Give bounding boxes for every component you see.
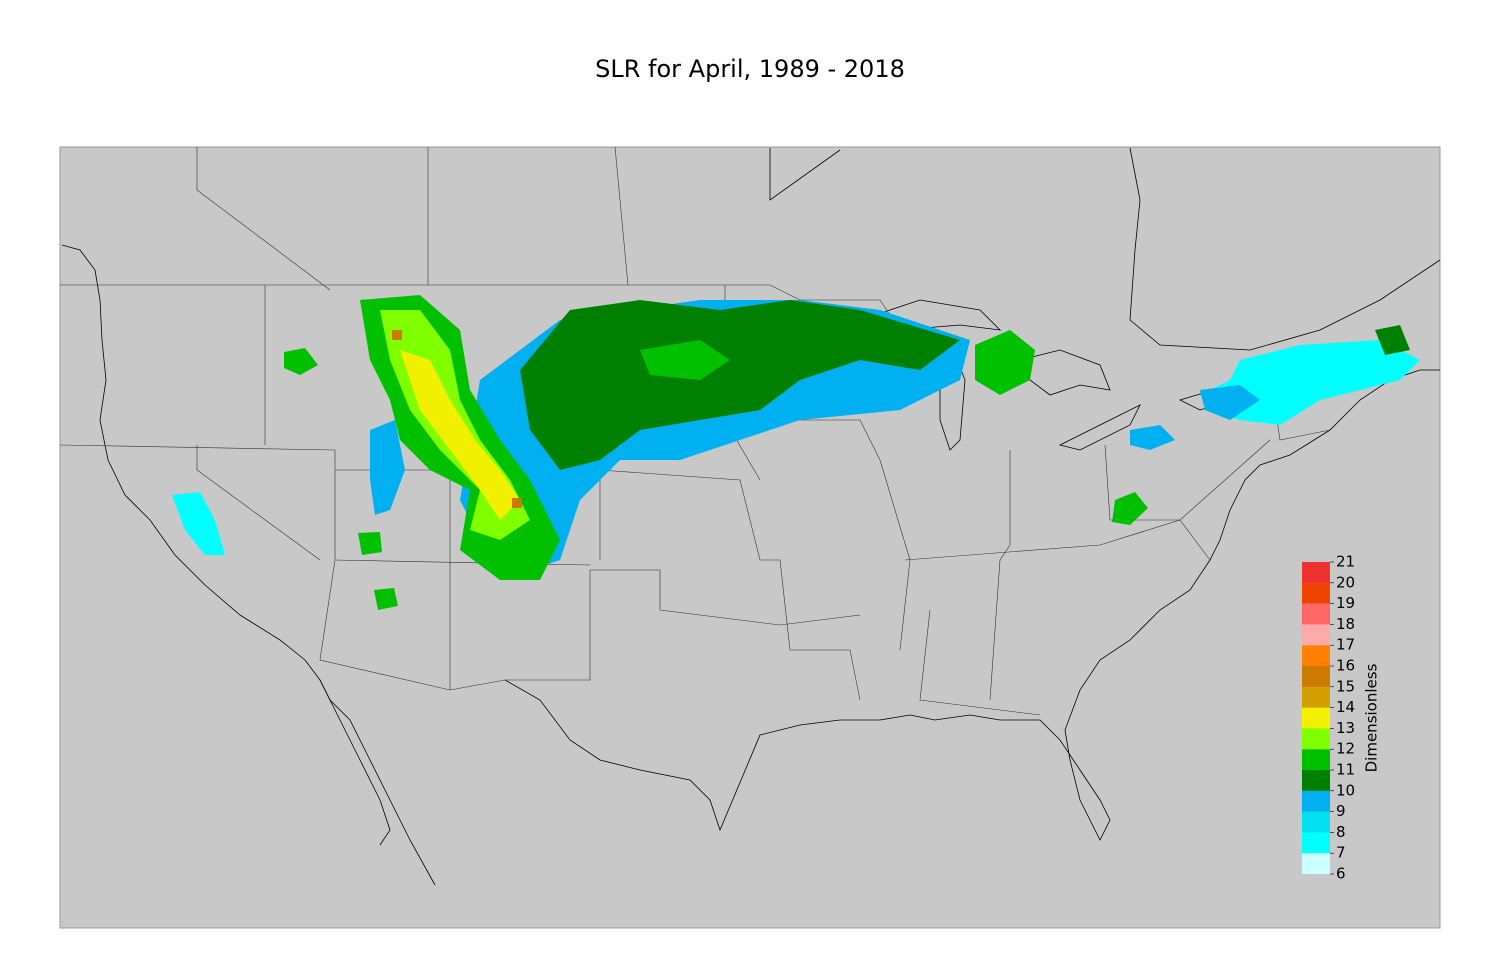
color-swatch xyxy=(1302,770,1330,791)
coastline xyxy=(319,679,391,846)
border xyxy=(614,146,629,286)
border xyxy=(1104,439,1271,521)
color-swatch xyxy=(1302,853,1330,874)
tick-label: 14 xyxy=(1336,698,1355,716)
tick-label: 8 xyxy=(1336,823,1346,841)
map-background xyxy=(59,146,1441,929)
tick-label: 12 xyxy=(1336,740,1355,758)
border xyxy=(919,609,1041,716)
border xyxy=(196,147,331,291)
color-swatch xyxy=(1302,811,1330,833)
coastline xyxy=(769,148,841,201)
color-swatch xyxy=(1302,562,1330,583)
tick-label: 20 xyxy=(1336,573,1355,591)
border xyxy=(989,450,1011,701)
border xyxy=(740,419,911,651)
color-swatch xyxy=(1302,832,1330,854)
tick-label: 17 xyxy=(1336,636,1355,654)
border xyxy=(904,519,1211,561)
color-swatch xyxy=(1302,686,1330,708)
tick-label: 13 xyxy=(1336,719,1355,737)
tick-label: 9 xyxy=(1336,802,1346,820)
color-swatch xyxy=(1302,645,1330,666)
lake xyxy=(1019,349,1111,396)
tick-label: 6 xyxy=(1336,865,1346,883)
color-swatch xyxy=(1302,603,1330,625)
tick-label: 15 xyxy=(1336,677,1355,695)
tick-label: 21 xyxy=(1336,553,1355,571)
colorbar: 6 7 8 9 10 11 12 13 14 15 16 17 18 19 20 21 xyxy=(1302,553,1355,883)
coastline xyxy=(61,244,436,886)
color-swatch xyxy=(1302,749,1330,770)
coastline xyxy=(504,369,1440,841)
color-swatch xyxy=(1302,790,1330,812)
tick-label: 11 xyxy=(1336,761,1355,779)
tick-label: 16 xyxy=(1336,657,1355,675)
border xyxy=(59,444,861,691)
border xyxy=(335,469,861,701)
map xyxy=(59,146,1441,929)
map-title: SLR for April, 1989 - 2018 xyxy=(595,55,905,83)
tick-label: 18 xyxy=(1336,615,1355,633)
color-swatch xyxy=(1302,582,1330,604)
color-swatch xyxy=(1302,728,1330,750)
slr-shading xyxy=(172,295,1420,610)
lake xyxy=(1058,404,1141,451)
color-swatch xyxy=(1302,707,1330,729)
coastline xyxy=(1129,147,1441,351)
border xyxy=(196,445,321,561)
colorbar-label: Dimensionless xyxy=(1363,663,1381,772)
color-swatch xyxy=(1302,624,1330,646)
color-swatch xyxy=(1302,666,1330,687)
tick-label: 19 xyxy=(1336,594,1355,612)
tick-label: 10 xyxy=(1336,781,1355,799)
tick-label: 7 xyxy=(1336,844,1346,862)
